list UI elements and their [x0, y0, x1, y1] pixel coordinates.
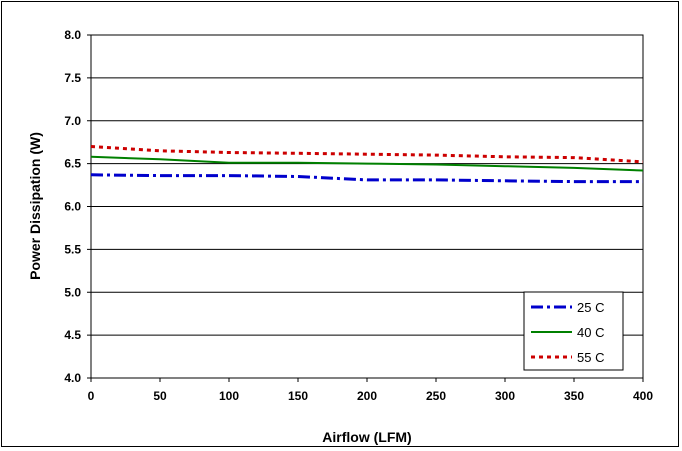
y-tick-label: 7.5 — [64, 71, 81, 85]
x-tick-label: 200 — [357, 389, 377, 403]
y-axis-ticks: 4.0 4.5 5.0 5.5 6.0 6.5 7.0 7.5 8.0 — [64, 28, 91, 385]
x-tick-label: 250 — [426, 389, 446, 403]
legend-label: 40 C — [577, 325, 604, 340]
y-tick-label: 8.0 — [64, 28, 81, 42]
y-tick-label: 4.5 — [64, 328, 81, 342]
y-tick-label: 6.5 — [64, 157, 81, 171]
series-line-40-c — [90, 155, 644, 172]
series-line-25-c — [90, 173, 643, 184]
y-tick-label: 5.0 — [64, 285, 81, 299]
x-tick-label: 300 — [495, 389, 515, 403]
x-tick-label: 100 — [219, 389, 239, 403]
y-axis-label: Power Dissipation (W) — [27, 132, 43, 280]
y-tick-label: 6.0 — [64, 200, 81, 214]
y-tick-label: 7.0 — [64, 114, 81, 128]
x-axis-label: Airflow (LFM) — [322, 429, 411, 445]
x-tick-label: 400 — [633, 389, 653, 403]
x-axis-ticks: 0 50 100 150 200 250 300 350 400 — [88, 378, 653, 403]
legend: 25 C 40 C 55 C — [523, 291, 624, 371]
legend-label: 55 C — [577, 350, 604, 365]
x-tick-label: 150 — [288, 389, 308, 403]
x-tick-label: 350 — [564, 389, 584, 403]
series-lines — [90, 145, 644, 184]
y-tick-label: 4.0 — [64, 371, 81, 385]
y-tick-label: 5.5 — [64, 242, 81, 256]
x-tick-label: 50 — [153, 389, 167, 403]
x-tick-label: 0 — [88, 389, 95, 403]
legend-label: 25 C — [577, 300, 604, 315]
